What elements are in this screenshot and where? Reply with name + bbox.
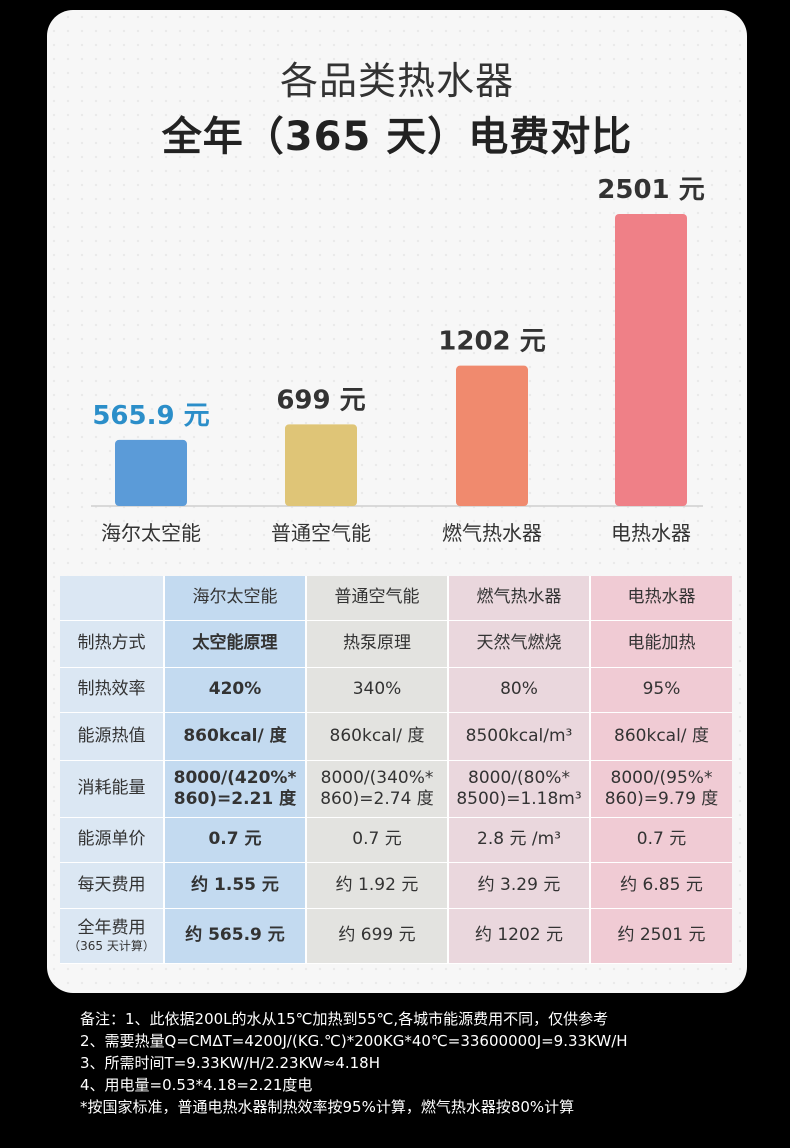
row-label: 每天费用 [60, 863, 165, 909]
table-cell: 8500kcal/m³ [449, 713, 591, 761]
table-cell: 860kcal/ 度 [165, 713, 307, 761]
row-label: 消耗能量 [60, 761, 165, 818]
table-cell: 约 6.85 元 [591, 863, 732, 909]
row-label-text: 每天费用 [77, 874, 146, 895]
table-header-cell: 电热水器 [591, 576, 732, 621]
table-cell: 电能加热 [591, 621, 732, 668]
row-label: 制热方式 [60, 621, 165, 668]
comparison-card: 各品类热水器 全年（365 天）电费对比 565.9 元海尔太空能 699 元普通… [47, 10, 747, 993]
chart-value-label: 1202 元 [438, 327, 545, 357]
table-header-cell: 燃气热水器 [449, 576, 591, 621]
table-cell: 约 565.9 元 [165, 909, 307, 964]
table-header-corner [60, 576, 165, 621]
row-sublabel: （365 天计算） [68, 939, 155, 954]
table-cell: 约 1.55 元 [165, 863, 307, 909]
table-cell: 约 1.92 元 [307, 863, 449, 909]
table-cell: 95% [591, 668, 732, 713]
table-cell: 热泵原理 [307, 621, 449, 668]
footnote-line: 4、用电量=0.53*4.18=2.21度电 [80, 1076, 313, 1094]
footnote-line: 备注：1、此依据200L的水从15℃加热到55℃,各城市能源费用不同，仅供参考 [80, 1010, 609, 1028]
table-cell: 0.7 元 [591, 818, 732, 863]
table-cell: 420% [165, 668, 307, 713]
table-header-row: 海尔太空能 普通空气能 燃气热水器 电热水器 [60, 576, 732, 621]
table-cell: 80% [449, 668, 591, 713]
table-cell: 860kcal/ 度 [591, 713, 732, 761]
chart-value-label: 699 元 [276, 385, 365, 415]
table-row: 制热效率 420% 340% 80% 95% [60, 668, 732, 713]
table-cell: 约 699 元 [307, 909, 449, 964]
table-cell: 8000/(80%* 8500)=1.18m³ [449, 761, 591, 818]
table-cell: 约 2501 元 [591, 909, 732, 964]
chart-category-label: 普通空气能 [271, 521, 371, 545]
table-row: 全年费用 （365 天计算）约 565.9 元约 699 元约 1202 元约 2… [60, 909, 732, 964]
chart-bar [615, 214, 687, 506]
table-header-cell: 海尔太空能 [165, 576, 307, 621]
table-cell: 0.7 元 [307, 818, 449, 863]
chart-category-label: 电热水器 [611, 521, 691, 545]
table-row: 能源热值 860kcal/ 度 860kcal/ 度 8500kcal/m³ 860kc… [60, 713, 732, 761]
table-cell: 约 1202 元 [449, 909, 591, 964]
row-label: 制热效率 [60, 668, 165, 713]
row-label-text: 能源单价 [77, 829, 146, 850]
footnote-line: *按国家标准，普通电热水器制热效率按95%计算，燃气热水器按80%计算 [80, 1098, 575, 1116]
row-label-text: 制热方式 [77, 633, 146, 654]
table-header-cell: 普通空气能 [307, 576, 449, 621]
row-label-text: 消耗能量 [77, 778, 146, 799]
table-cell: 约 3.29 元 [449, 863, 591, 909]
table-cell: 0.7 元 [165, 818, 307, 863]
footnotes: 备注：1、此依据200L的水从15℃加热到55℃,各城市能源费用不同，仅供参考 … [80, 1008, 780, 1118]
table-cell: 太空能原理 [165, 621, 307, 668]
table-row: 制热方式 太空能原理 热泵原理 天然气燃烧 电能加热 [60, 621, 732, 668]
table-cell: 天然气燃烧 [449, 621, 591, 668]
table-row: 消耗能量 8000/(420%* 860)=2.21 度 8000/(340%* 8… [60, 761, 732, 818]
row-label-text: 制热效率 [77, 679, 146, 700]
row-label: 能源热值 [60, 713, 165, 761]
row-label: 能源单价 [60, 818, 165, 863]
row-label: 全年费用 （365 天计算） [60, 909, 165, 964]
row-label-text: 能源热值 [77, 725, 146, 746]
chart-value-label: 565.9 元 [92, 401, 209, 431]
chart-category-label: 海尔太空能 [101, 521, 201, 545]
footnote-line: 3、所需时间T=9.33KW/H/2.23KW≈4.18H [80, 1054, 380, 1072]
chart-category-label: 燃气热水器 [442, 521, 542, 545]
table-cell: 860kcal/ 度 [307, 713, 449, 761]
table-cell: 8000/(420%* 860)=2.21 度 [165, 761, 307, 818]
table-row: 能源单价 0.7 元 0.7 元 2.8 元 /m³ 0.7 元 [60, 818, 732, 863]
table-cell: 340% [307, 668, 449, 713]
table-cell: 8000/(340%* 860)=2.74 度 [307, 761, 449, 818]
chart-bar [285, 424, 357, 506]
row-label-text: 全年费用 [77, 917, 146, 938]
title-line1: 各品类热水器 [279, 59, 514, 103]
table-row: 每天费用约 1.55 元约 1.92 元约 3.29 元约 6.85 元 [60, 863, 732, 909]
footnote-line: 2、需要热量Q=CMΔT=4200J/(KG.℃)*200KG*40℃=3360… [80, 1032, 628, 1050]
chart-bar [456, 365, 528, 506]
table-cell: 2.8 元 /m³ [449, 818, 591, 863]
chart-value-label: 2501 元 [597, 175, 704, 205]
chart-bar [115, 439, 187, 506]
title-line2: 全年（365 天）电费对比 [161, 114, 633, 160]
table-cell: 8000/(95%* 860)=9.79 度 [591, 761, 732, 818]
